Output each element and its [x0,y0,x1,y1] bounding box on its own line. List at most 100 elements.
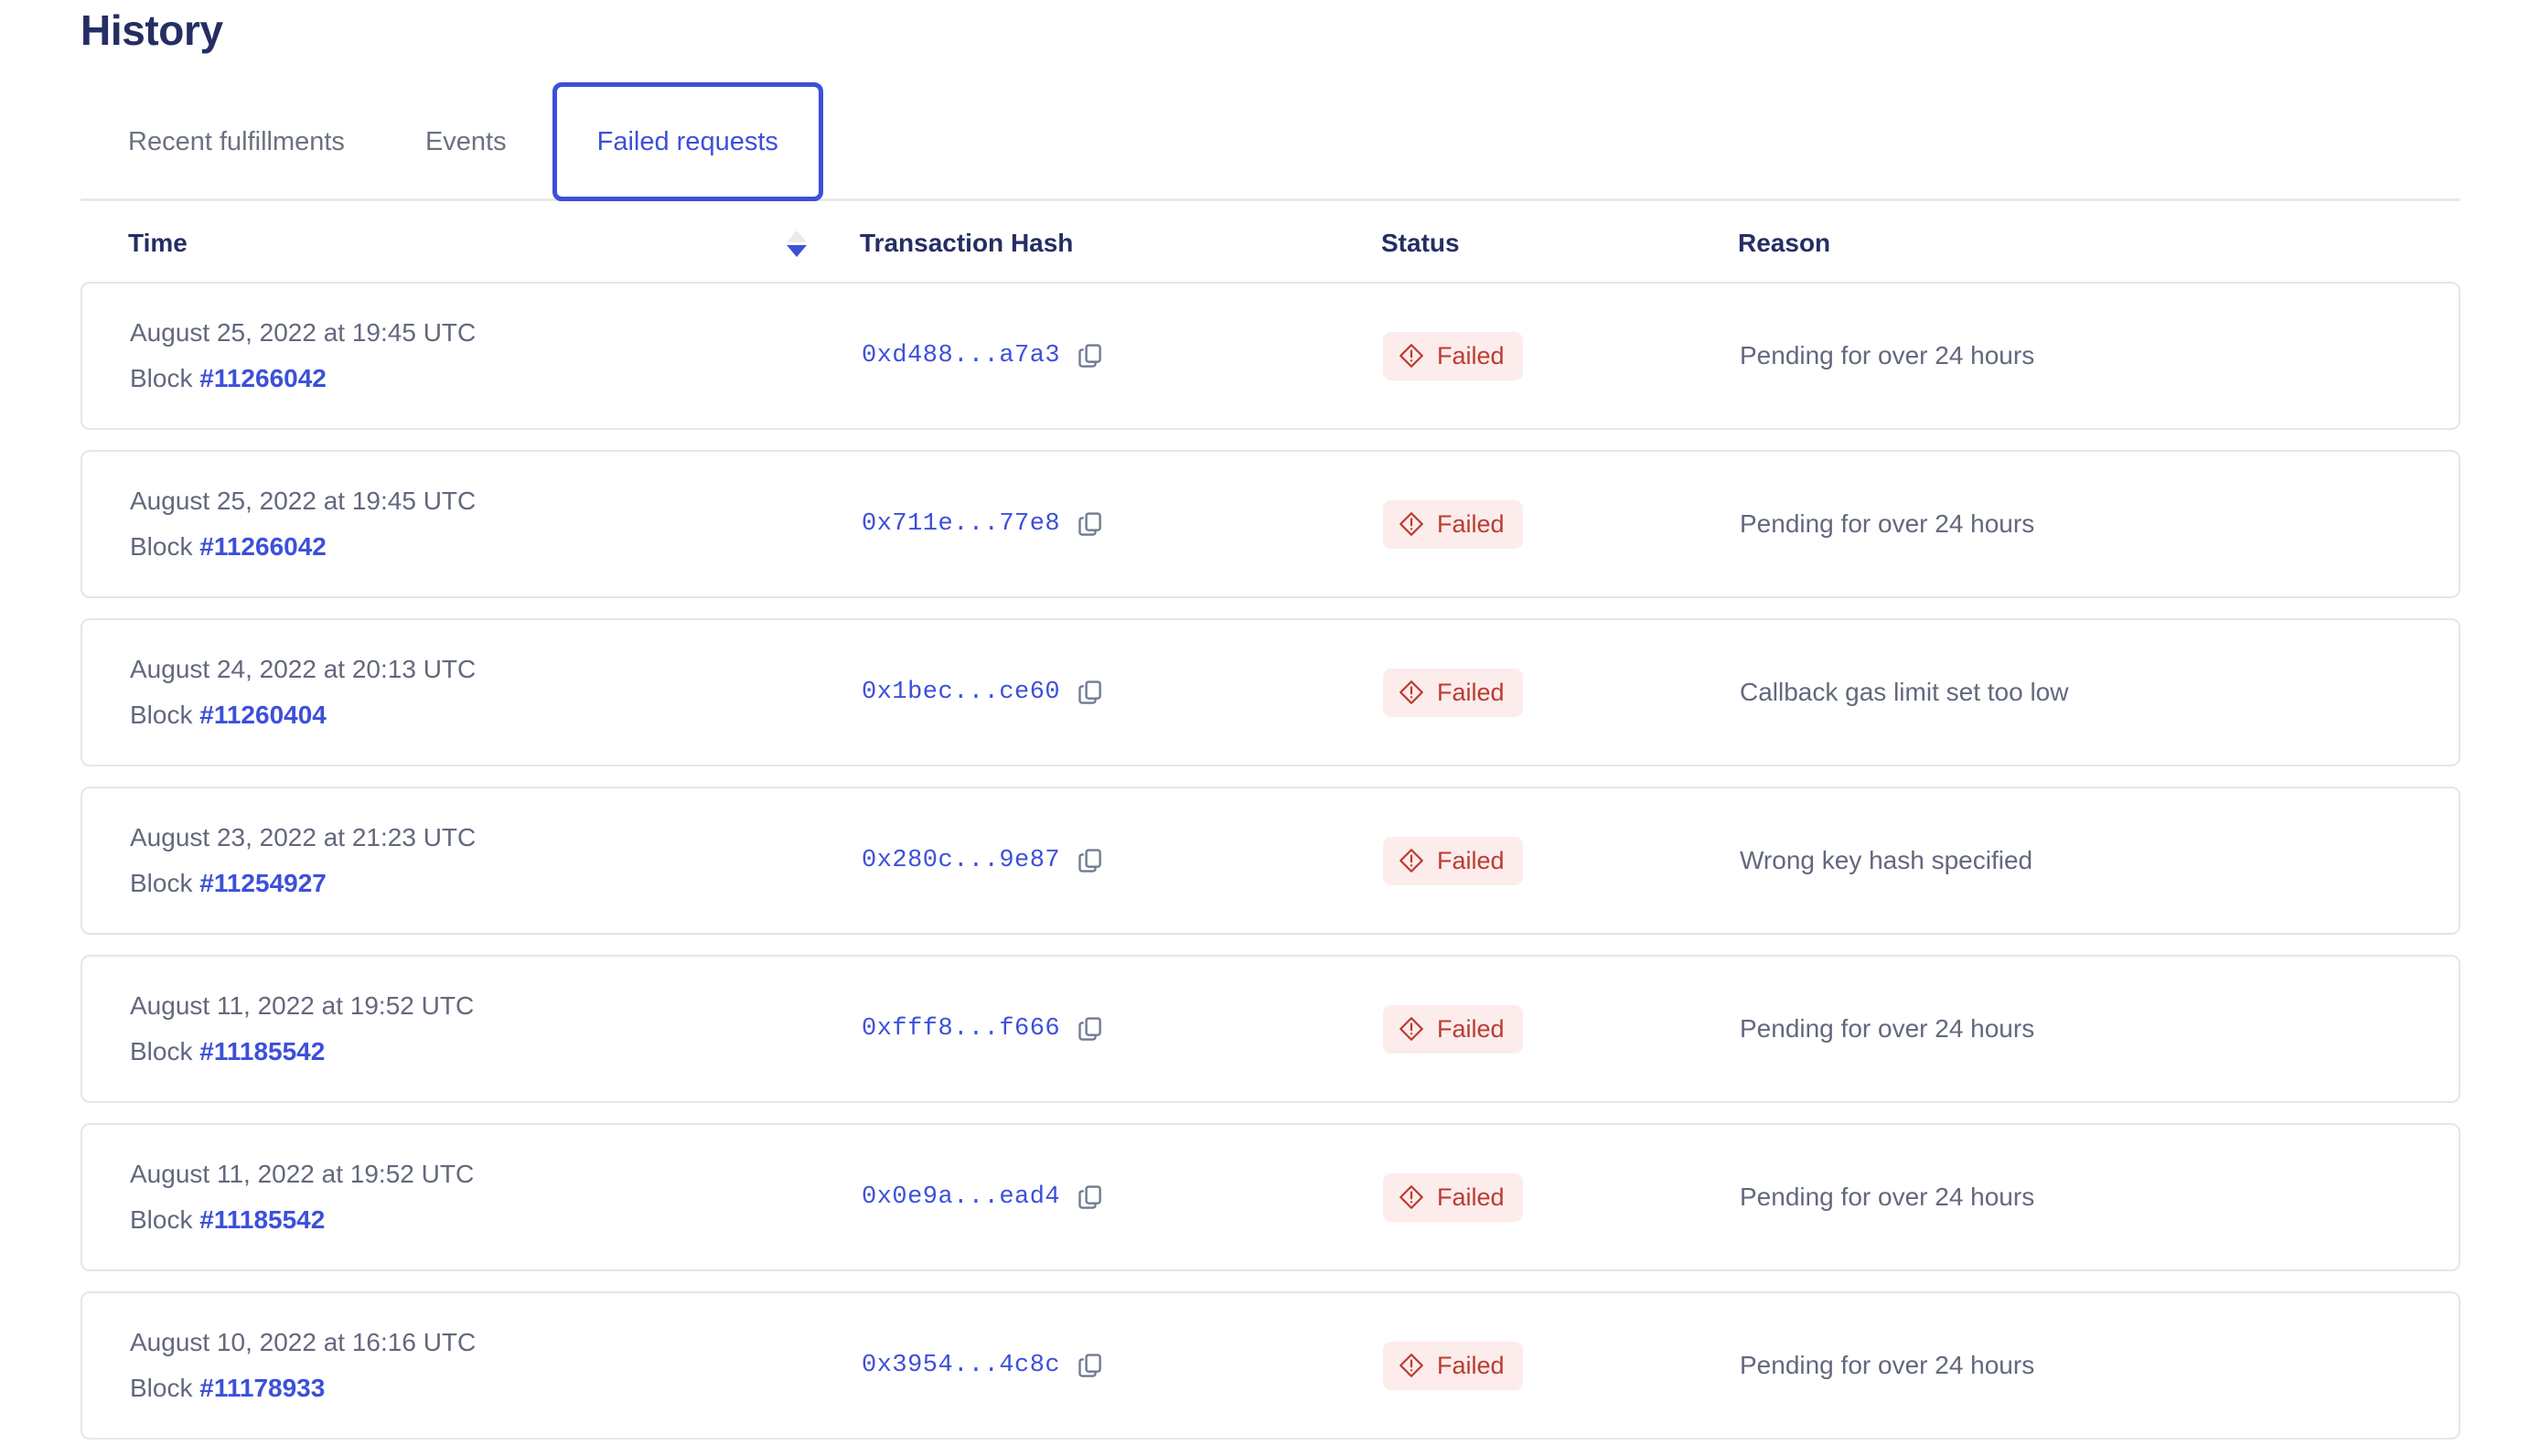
alert-diamond-icon [1399,1354,1423,1377]
column-header-time-label: Time [128,229,188,257]
table-row[interactable]: August 11, 2022 at 19:52 UTC Block #11185… [80,1123,2461,1271]
timestamp-text: August 23, 2022 at 21:23 UTC [130,823,477,851]
timestamp-text: August 24, 2022 at 20:13 UTC [130,655,477,683]
block-number-link[interactable]: #11178933 [199,1374,326,1402]
transaction-hash-link[interactable]: 0x3954...4c8c [862,1352,1061,1379]
transaction-hash-link[interactable]: 0xfff8...f666 [862,1015,1061,1043]
cell-reason: Pending for over 24 hours [1740,509,2035,538]
cell-reason: Pending for over 24 hours [1740,341,2035,369]
cell-time: August 25, 2022 at 19:45 UTC Block #11266… [130,320,862,391]
triangle-down-icon [787,244,807,257]
cell-transaction-hash: 0xd488...a7a3 [862,342,1383,369]
block-number-link[interactable]: #11266042 [199,364,327,392]
block-number-link[interactable]: #11185542 [199,1037,326,1065]
status-badge: Failed [1383,1341,1523,1390]
timestamp-text: August 10, 2022 at 16:16 UTC [130,1328,477,1356]
column-header-time[interactable]: Time [128,229,860,258]
alert-diamond-icon [1399,512,1423,536]
timestamp-text: August 25, 2022 at 19:45 UTC [130,318,477,347]
cell-reason: Callback gas limit set too low [1740,678,2069,706]
block-label: Block [130,532,193,561]
tab-divider [80,198,2461,201]
block-line: Block #11254927 [130,871,862,896]
cell-reason: Pending for over 24 hours [1740,1014,2035,1043]
status-badge-label: Failed [1437,341,1505,369]
status-badge-label: Failed [1437,678,1505,706]
block-line: Block #11185542 [130,1207,862,1233]
block-number-link[interactable]: #11266042 [199,532,327,561]
status-badge: Failed [1383,1004,1523,1054]
column-header-reason: Reason [1738,229,1831,257]
block-line: Block #11178933 [130,1376,862,1401]
alert-diamond-icon [1399,1185,1423,1209]
copy-icon[interactable] [1077,847,1104,874]
alert-diamond-icon [1399,849,1423,873]
block-line: Block #11266042 [130,366,862,391]
block-number-link[interactable]: #11260404 [199,701,327,729]
tab-bar: Recent fulfillments Events Failed requests [80,82,2461,201]
table-row[interactable]: August 23, 2022 at 21:23 UTC Block #11254… [80,787,2461,935]
column-header-transaction-hash: Transaction Hash [860,229,1074,257]
table-row[interactable]: August 25, 2022 at 19:45 UTC Block #11266… [80,450,2461,598]
sort-toggle-time[interactable] [785,230,809,257]
copy-icon[interactable] [1077,1183,1104,1211]
cell-transaction-hash: 0x3954...4c8c [862,1352,1383,1379]
alert-diamond-icon [1399,344,1423,368]
transaction-hash-link[interactable]: 0x280c...9e87 [862,847,1061,874]
block-line: Block #11260404 [130,702,862,728]
failed-requests-table: Time Transaction Hash Status Reason Augu… [80,205,2461,1440]
table-header-row: Time Transaction Hash Status Reason [80,205,2461,282]
cell-reason: Pending for over 24 hours [1740,1351,2035,1379]
table-row[interactable]: August 25, 2022 at 19:45 UTC Block #11266… [80,282,2461,430]
cell-status: Failed [1383,1004,1740,1054]
copy-icon[interactable] [1077,342,1104,369]
copy-icon[interactable] [1077,1352,1104,1379]
cell-transaction-hash: 0xfff8...f666 [862,1015,1383,1043]
timestamp-text: August 11, 2022 at 19:52 UTC [130,1160,475,1188]
block-number-link[interactable]: #11185542 [199,1205,326,1234]
cell-time: August 10, 2022 at 16:16 UTC Block #11178… [130,1330,862,1401]
status-badge: Failed [1383,1172,1523,1222]
cell-time: August 11, 2022 at 19:52 UTC Block #11185… [130,993,862,1065]
cell-transaction-hash: 0x280c...9e87 [862,847,1383,874]
block-label: Block [130,869,193,897]
cell-transaction-hash: 0x711e...77e8 [862,510,1383,538]
cell-status: Failed [1383,668,1740,717]
timestamp-text: August 11, 2022 at 19:52 UTC [130,991,475,1020]
block-label: Block [130,1374,193,1402]
cell-transaction-hash: 0x1bec...ce60 [862,679,1383,706]
cell-status: Failed [1383,499,1740,549]
cell-status: Failed [1383,836,1740,885]
table-row[interactable]: August 10, 2022 at 16:16 UTC Block #11178… [80,1291,2461,1440]
alert-diamond-icon [1399,680,1423,704]
status-badge-label: Failed [1437,1183,1505,1211]
status-badge: Failed [1383,331,1523,380]
status-badge-label: Failed [1437,1014,1505,1043]
cell-transaction-hash: 0x0e9a...ead4 [862,1183,1383,1211]
cell-time: August 24, 2022 at 20:13 UTC Block #11260… [130,657,862,728]
status-badge-label: Failed [1437,846,1505,874]
copy-icon[interactable] [1077,510,1104,538]
cell-reason: Wrong key hash specified [1740,846,2033,874]
copy-icon[interactable] [1077,679,1104,706]
transaction-hash-link[interactable]: 0x1bec...ce60 [862,679,1061,706]
transaction-hash-link[interactable]: 0x0e9a...ead4 [862,1183,1061,1211]
cell-time: August 11, 2022 at 19:52 UTC Block #11185… [130,1162,862,1233]
tab-events[interactable]: Events [385,82,547,201]
table-row[interactable]: August 11, 2022 at 19:52 UTC Block #11185… [80,955,2461,1103]
block-line: Block #11266042 [130,534,862,560]
status-badge: Failed [1383,668,1523,717]
status-badge: Failed [1383,499,1523,549]
tab-failed-requests[interactable]: Failed requests [552,82,823,201]
block-label: Block [130,701,193,729]
block-number-link[interactable]: #11254927 [199,869,327,897]
transaction-hash-link[interactable]: 0xd488...a7a3 [862,342,1061,369]
copy-icon[interactable] [1077,1015,1104,1043]
transaction-hash-link[interactable]: 0x711e...77e8 [862,510,1061,538]
tab-recent-fulfillments[interactable]: Recent fulfillments [80,82,385,201]
cell-time: August 23, 2022 at 21:23 UTC Block #11254… [130,825,862,896]
cell-status: Failed [1383,1341,1740,1390]
status-badge-label: Failed [1437,1351,1505,1379]
table-row[interactable]: August 24, 2022 at 20:13 UTC Block #11260… [80,618,2461,766]
